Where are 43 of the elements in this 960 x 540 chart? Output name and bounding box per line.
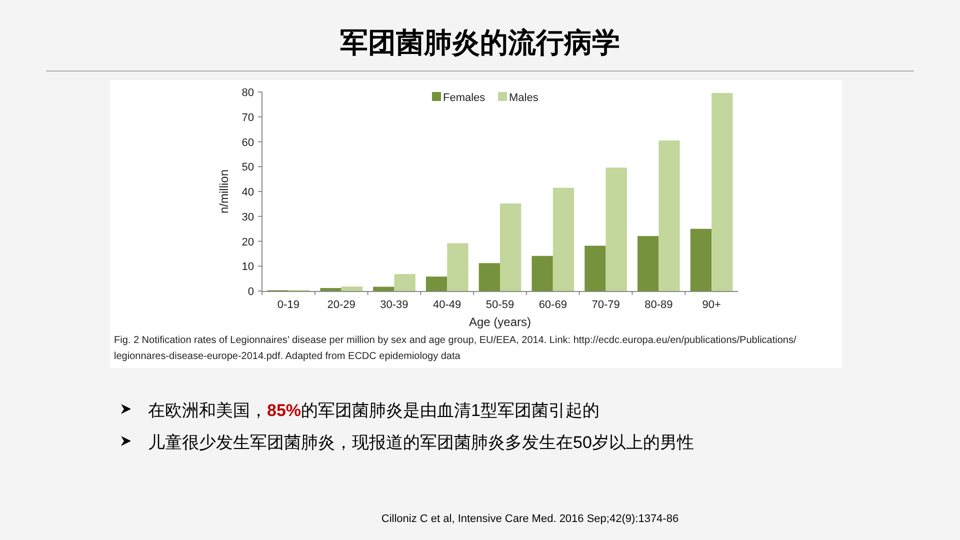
y-tick-label: 0 xyxy=(248,286,254,298)
x-tick-label: 40-49 xyxy=(433,299,462,311)
bar xyxy=(320,288,342,291)
text: Cilloniz C et al, Intensive Care Med. 2016 Sep;42(9):1374-86 xyxy=(381,513,679,525)
x-tick-label: 30-39 xyxy=(380,299,408,311)
bar xyxy=(447,243,468,291)
bar xyxy=(584,246,606,291)
bar xyxy=(532,256,553,291)
y-axis-title: n/million xyxy=(217,169,231,214)
y-tick-label: 80 xyxy=(242,87,254,99)
caption: Fig. 2 Notification rates of Legionnaires’ disease per million by sex and age group, EU/EEA, 2014. Link: http://ecdc.europa.eu/en/publications/Publications/legionnares-disease-europe-2014.pdf. Adapted from ECDC epidemiology data xyxy=(114,335,796,362)
legend-label: Females xyxy=(443,92,486,104)
legend-label: Males xyxy=(509,92,539,104)
x-tick-label: 0-19 xyxy=(277,299,300,311)
x-tick-label: 80-89 xyxy=(644,299,673,311)
text: 儿童很少发生军团菌肺炎，现报道的军团菌肺炎多发生在50岁以上的男性 xyxy=(148,433,694,452)
bar xyxy=(478,263,500,291)
bar xyxy=(373,286,394,291)
x-tick-label: 20-29 xyxy=(327,299,356,311)
bar xyxy=(638,236,659,291)
x-axis-title: Age (years) xyxy=(468,315,532,329)
chart-title: 军团菌肺炎的流行病学 xyxy=(340,27,620,58)
bar xyxy=(394,274,416,291)
x-tick-label: 60-69 xyxy=(538,299,567,311)
bar xyxy=(426,276,448,291)
bar xyxy=(341,286,362,291)
bar xyxy=(712,92,733,291)
x-tick-label: 70-79 xyxy=(592,299,620,311)
y-tick-label: 60 xyxy=(242,136,254,149)
text: 在欧洲和美国，85%的军团菌肺炎是由血清1型军团菌引起的 xyxy=(148,401,600,420)
bar xyxy=(552,188,574,291)
bar xyxy=(658,140,680,291)
bar xyxy=(690,228,712,291)
y-tick-label: 20 xyxy=(242,236,254,248)
x-tick-label: 50-59 xyxy=(486,299,514,311)
y-tick-label: 40 xyxy=(242,186,254,198)
y-tick-label: 10 xyxy=(242,261,254,274)
y-tick-label: 50 xyxy=(242,162,254,174)
bar xyxy=(500,203,522,291)
y-tick-label: 70 xyxy=(242,112,254,124)
x-tick-label: 90+ xyxy=(702,299,721,311)
bar xyxy=(606,168,627,291)
y-tick-label: 30 xyxy=(242,211,254,224)
